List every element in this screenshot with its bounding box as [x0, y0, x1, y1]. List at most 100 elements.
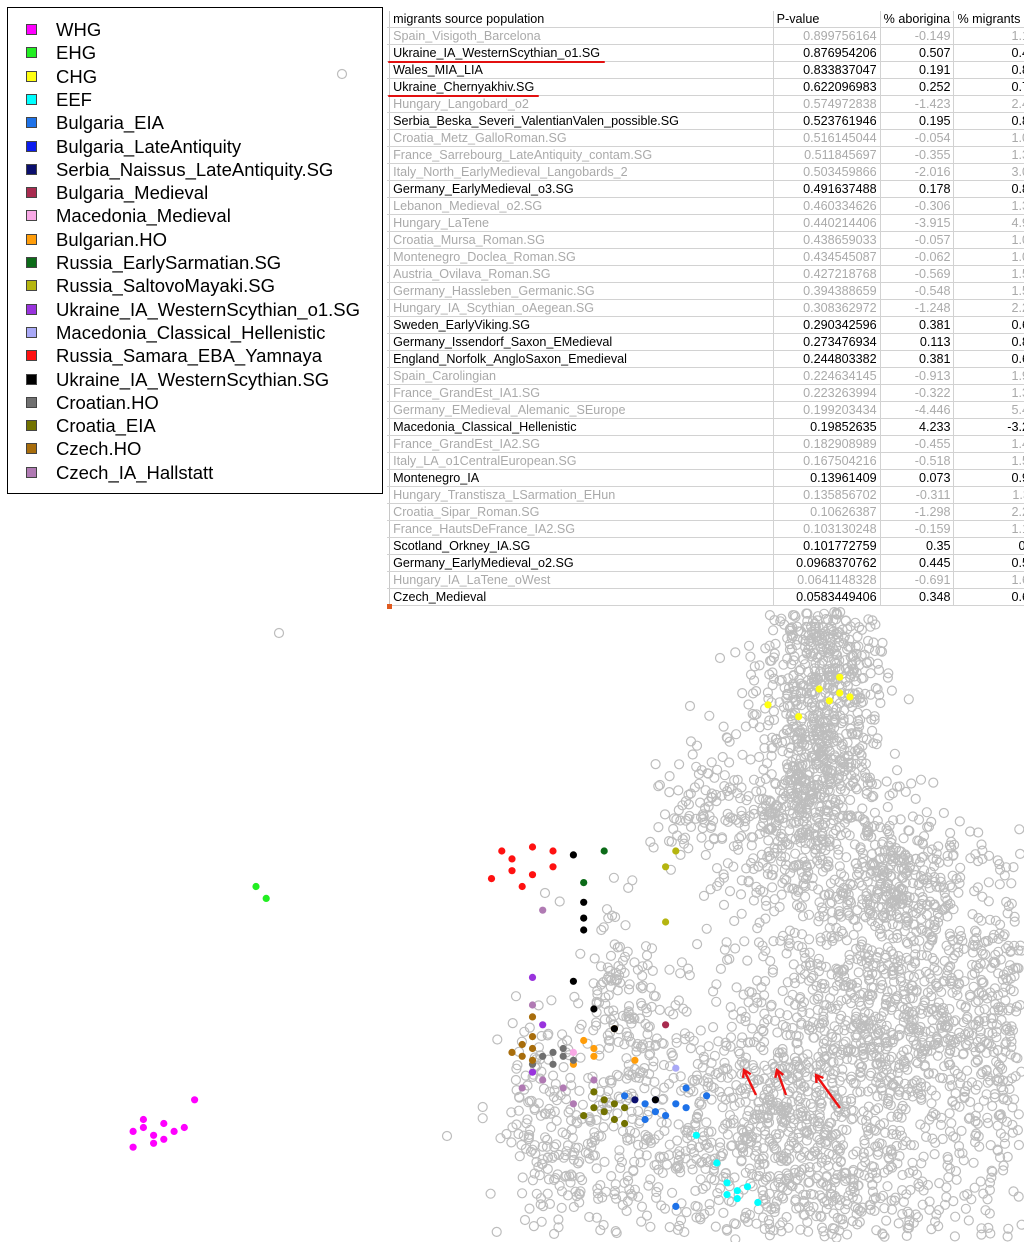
- cell-aboriginal[interactable]: 0.348: [880, 588, 955, 606]
- table-row[interactable]: Serbia_Beska_Severi_ValentianValen_possi…: [387, 112, 1024, 130]
- cell-migrants[interactable]: 1.149: [953, 27, 1024, 45]
- table-row[interactable]: Germany_EarlyMedieval_o3.SG 0.491637488 0.…: [387, 180, 1024, 198]
- cell-aboriginal[interactable]: -2.016: [880, 163, 955, 181]
- row-header-cell[interactable]: [387, 554, 391, 572]
- cell-migrants[interactable]: 0.652: [953, 588, 1024, 606]
- cell-p-value[interactable]: 0.899756164: [773, 27, 881, 45]
- cell-p-value[interactable]: 0.434545087: [773, 248, 881, 266]
- cell-population[interactable]: Wales_MIA_LIA: [389, 61, 774, 79]
- cell-population[interactable]: Ukraine_Chernyakhiv.SG: [389, 78, 774, 96]
- cell-migrants[interactable]: 0.927: [953, 469, 1024, 487]
- cell-population[interactable]: Scotland_Orkney_IA.SG: [389, 537, 774, 555]
- cell-population[interactable]: Montenegro_Doclea_Roman.SG: [389, 248, 774, 266]
- cell-p-value[interactable]: 0.10626387: [773, 503, 881, 521]
- cell-aboriginal[interactable]: -0.149: [880, 27, 955, 45]
- cell-population[interactable]: Serbia_Beska_Severi_ValentianValen_possi…: [389, 112, 774, 130]
- cell-aboriginal[interactable]: 0.445: [880, 554, 955, 572]
- cell-p-value[interactable]: 0.19852635: [773, 418, 881, 436]
- cell-population[interactable]: France_GrandEst_IA2.SG: [389, 435, 774, 453]
- row-header-cell[interactable]: [387, 248, 391, 266]
- cell-aboriginal[interactable]: 0.252: [880, 78, 955, 96]
- cell-population[interactable]: Croatia_Metz_GalloRoman.SG: [389, 129, 774, 147]
- cell-aboriginal[interactable]: -0.311: [880, 486, 955, 504]
- cell-population[interactable]: France_Sarrebourg_LateAntiquity_contam.S…: [389, 146, 774, 164]
- table-row[interactable]: England_Norfolk_AngloSaxon_Emedieval 0.24…: [387, 350, 1024, 368]
- cell-migrants[interactable]: 0.822: [953, 180, 1024, 198]
- cell-migrants[interactable]: 2.298: [953, 503, 1024, 521]
- row-header-cell[interactable]: [387, 384, 391, 402]
- cell-aboriginal[interactable]: 0.381: [880, 350, 955, 368]
- cell-aboriginal[interactable]: -0.518: [880, 452, 955, 470]
- table-row[interactable]: Lebanon_Medieval_o2.SG 0.460334626 -0.306 1…: [387, 197, 1024, 215]
- table-row[interactable]: Croatia_Sipar_Roman.SG 0.10626387 -1.298 2.…: [387, 503, 1024, 521]
- cell-migrants[interactable]: 5.446: [953, 401, 1024, 419]
- table-row[interactable]: Hungary_Transtisza_LSarmation_EHun 0.1358…: [387, 486, 1024, 504]
- row-header-cell[interactable]: [387, 27, 391, 45]
- cell-aboriginal[interactable]: -0.062: [880, 248, 955, 266]
- cell-population[interactable]: Lebanon_Medieval_o2.SG: [389, 197, 774, 215]
- cell-migrants[interactable]: 0.805: [953, 112, 1024, 130]
- cell-p-value[interactable]: 0.290342596: [773, 316, 881, 334]
- table-row[interactable]: Croatia_Mursa_Roman.SG 0.438659033 -0.057 1…: [387, 231, 1024, 249]
- cell-migrants[interactable]: -3.233: [953, 418, 1024, 436]
- row-header-cell[interactable]: [387, 571, 391, 589]
- cell-population[interactable]: Montenegro_IA: [389, 469, 774, 487]
- row-header-cell[interactable]: [387, 316, 391, 334]
- cell-p-value[interactable]: 0.135856702: [773, 486, 881, 504]
- table-row[interactable]: France_GrandEst_IA1.SG 0.223263994 -0.322 1…: [387, 384, 1024, 402]
- cell-population[interactable]: Croatia_Sipar_Roman.SG: [389, 503, 774, 521]
- cell-migrants[interactable]: 1.062: [953, 248, 1024, 266]
- cell-population[interactable]: France_GrandEst_IA1.SG: [389, 384, 774, 402]
- cell-p-value[interactable]: 0.574972838: [773, 95, 881, 113]
- row-header-cell[interactable]: [387, 367, 391, 385]
- cell-p-value[interactable]: 0.833837047: [773, 61, 881, 79]
- cell-p-value[interactable]: 0.0583449406: [773, 588, 881, 606]
- cell-aboriginal[interactable]: -0.057: [880, 231, 955, 249]
- cell-p-value[interactable]: 0.182908989: [773, 435, 881, 453]
- table-row[interactable]: Montenegro_Doclea_Roman.SG 0.434545087 -0.…: [387, 248, 1024, 266]
- cell-migrants[interactable]: 4.915: [953, 214, 1024, 232]
- table-row[interactable]: Ukraine_Chernyakhiv.SG 0.622096983 0.252 0.…: [387, 78, 1024, 96]
- table-row[interactable]: Hungary_IA_LaTene_oWest 0.0641148328 -0.69…: [387, 571, 1024, 589]
- cell-aboriginal[interactable]: 0.381: [880, 316, 955, 334]
- table-row[interactable]: Hungary_IA_Scythian_oAegean.SG 0.30836297…: [387, 299, 1024, 317]
- cell-population[interactable]: England_Norfolk_AngloSaxon_Emedieval: [389, 350, 774, 368]
- cell-migrants[interactable]: 1.518: [953, 452, 1024, 470]
- cell-migrants[interactable]: 2.423: [953, 95, 1024, 113]
- cell-aboriginal[interactable]: -0.691: [880, 571, 955, 589]
- cell-aboriginal[interactable]: -0.569: [880, 265, 955, 283]
- table-row[interactable]: Spain_Visigoth_Barcelona 0.899756164 -0.14…: [387, 27, 1024, 45]
- cell-migrants[interactable]: 0.619: [953, 350, 1024, 368]
- results-table-panel[interactable]: migrants source population P-value % abo…: [387, 11, 1024, 608]
- row-header-cell[interactable]: [387, 418, 391, 436]
- row-header-cell[interactable]: [387, 129, 391, 147]
- cell-population[interactable]: Italy_North_EarlyMedieval_Langobards_2: [389, 163, 774, 181]
- cell-population[interactable]: Germany_Hassleben_Germanic.SG: [389, 282, 774, 300]
- cell-p-value[interactable]: 0.511845697: [773, 146, 881, 164]
- cell-migrants[interactable]: 0.65: [953, 537, 1024, 555]
- row-header-cell[interactable]: [387, 452, 391, 470]
- cell-migrants[interactable]: 0.493: [953, 44, 1024, 62]
- cell-aboriginal[interactable]: -0.913: [880, 367, 955, 385]
- cell-population[interactable]: Germany_EMedieval_Alemanic_SEurope: [389, 401, 774, 419]
- cell-aboriginal[interactable]: 0.113: [880, 333, 955, 351]
- row-header-cell[interactable]: [387, 95, 391, 113]
- cell-aboriginal[interactable]: -1.423: [880, 95, 955, 113]
- cell-p-value[interactable]: 0.199203434: [773, 401, 881, 419]
- row-header-cell[interactable]: [387, 146, 391, 164]
- cell-population[interactable]: Germany_EarlyMedieval_o2.SG: [389, 554, 774, 572]
- header-source-population[interactable]: migrants source population: [389, 11, 774, 28]
- cell-migrants[interactable]: 2.248: [953, 299, 1024, 317]
- cell-migrants[interactable]: 1.322: [953, 384, 1024, 402]
- cell-aboriginal[interactable]: -0.306: [880, 197, 955, 215]
- cell-population[interactable]: Ukraine_IA_WesternScythian_o1.SG: [389, 44, 774, 62]
- table-row[interactable]: Croatia_Metz_GalloRoman.SG 0.516145044 -0.…: [387, 129, 1024, 147]
- cell-migrants[interactable]: 1.355: [953, 146, 1024, 164]
- cell-aboriginal[interactable]: 0.178: [880, 180, 955, 198]
- cell-population[interactable]: Hungary_Transtisza_LSarmation_EHun: [389, 486, 774, 504]
- cell-p-value[interactable]: 0.876954206: [773, 44, 881, 62]
- table-row[interactable]: Italy_LA_o1CentralEuropean.SG 0.167504216…: [387, 452, 1024, 470]
